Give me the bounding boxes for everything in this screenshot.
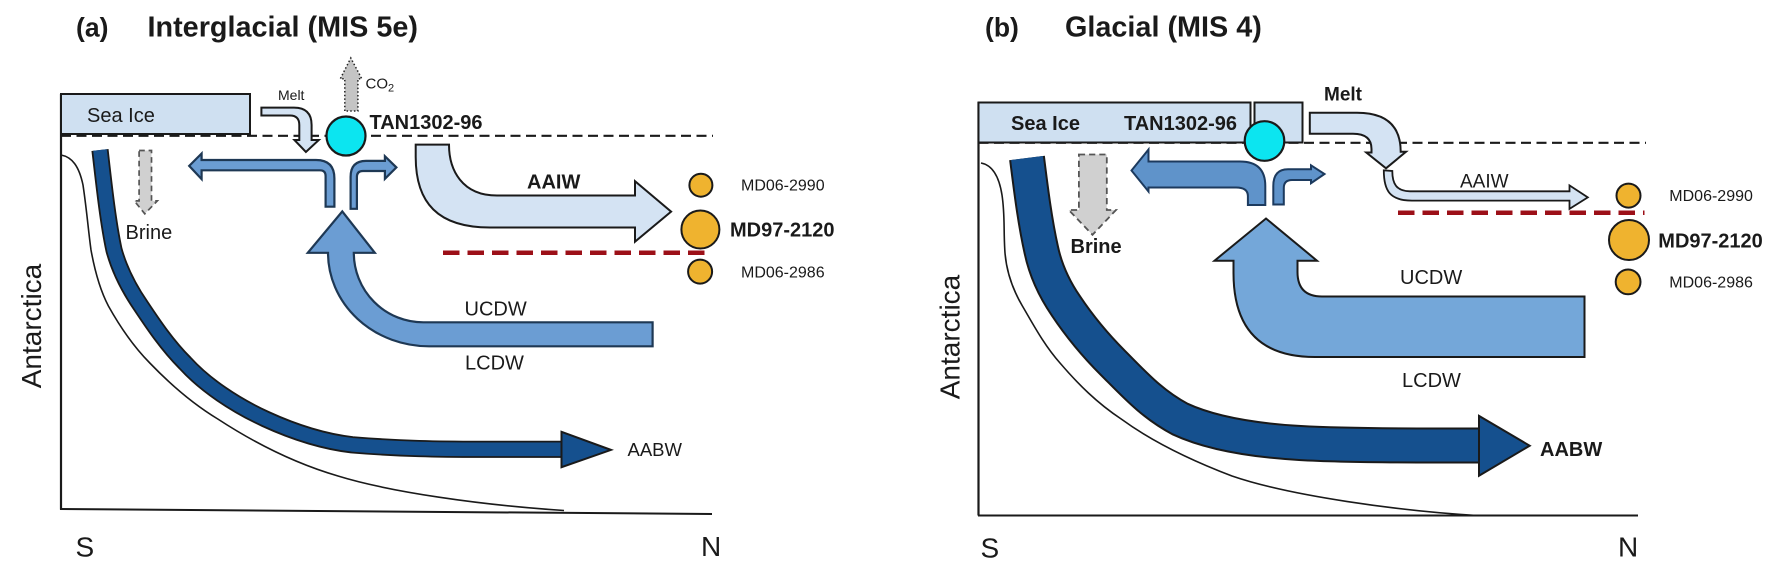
svg-text:S: S <box>76 532 95 563</box>
svg-text:(a): (a) <box>76 13 108 43</box>
svg-text:TAN1302-96: TAN1302-96 <box>370 112 483 134</box>
svg-text:MD97-2120: MD97-2120 <box>730 220 835 242</box>
svg-text:MD06-2990: MD06-2990 <box>1669 188 1753 205</box>
svg-text:MD06-2990: MD06-2990 <box>741 178 825 195</box>
svg-text:Glacial (MIS 4): Glacial (MIS 4) <box>1065 12 1262 44</box>
svg-text:(b): (b) <box>985 13 1019 43</box>
svg-text:N: N <box>701 531 721 562</box>
svg-text:Melt: Melt <box>1324 85 1363 106</box>
svg-text:LCDW: LCDW <box>465 353 524 375</box>
svg-text:LCDW: LCDW <box>1402 370 1461 392</box>
svg-text:Melt: Melt <box>278 87 305 103</box>
svg-text:MD06-2986: MD06-2986 <box>741 264 825 281</box>
svg-text:N: N <box>1618 532 1638 563</box>
svg-text:AAIW: AAIW <box>527 171 580 193</box>
svg-text:MD97-2120: MD97-2120 <box>1658 231 1763 253</box>
svg-text:Antarctica: Antarctica <box>16 263 47 388</box>
svg-text:Brine: Brine <box>126 222 173 244</box>
svg-text:UCDW: UCDW <box>1400 267 1462 289</box>
svg-text:MD06-2986: MD06-2986 <box>1669 274 1753 291</box>
svg-text:Sea Ice: Sea Ice <box>87 105 155 127</box>
svg-text:Brine: Brine <box>1071 236 1122 258</box>
svg-text:Sea Ice: Sea Ice <box>1011 113 1080 135</box>
svg-text:AAIW: AAIW <box>1460 171 1509 192</box>
svg-text:Antarctica: Antarctica <box>935 274 966 399</box>
svg-text:TAN1302-96: TAN1302-96 <box>1124 113 1237 135</box>
svg-text:AABW: AABW <box>1540 439 1602 461</box>
svg-text:CO2: CO2 <box>366 76 395 95</box>
svg-text:AABW: AABW <box>628 439 683 460</box>
svg-text:Interglacial (MIS 5e): Interglacial (MIS 5e) <box>148 12 418 44</box>
svg-text:S: S <box>981 533 1000 564</box>
svg-text:UCDW: UCDW <box>465 299 527 321</box>
